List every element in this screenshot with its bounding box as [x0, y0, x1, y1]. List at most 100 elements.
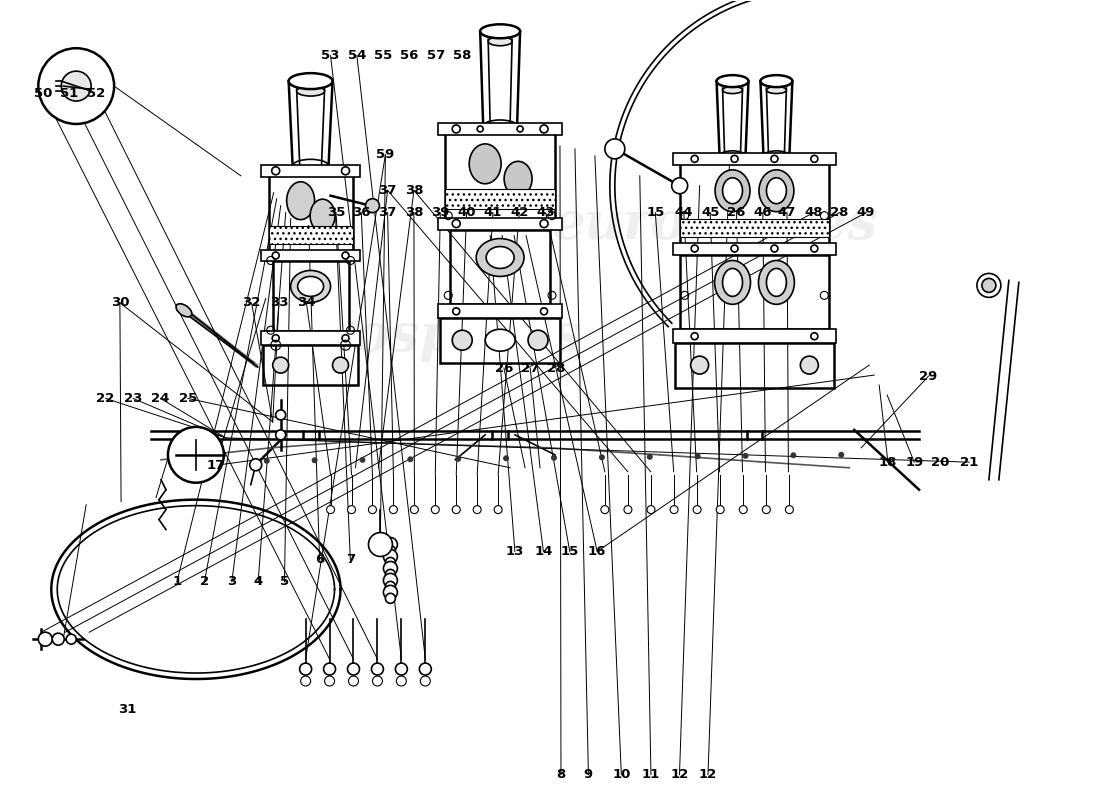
Text: 36: 36	[352, 206, 371, 219]
Text: 15: 15	[646, 206, 664, 219]
Circle shape	[624, 506, 631, 514]
Circle shape	[977, 274, 1001, 298]
Ellipse shape	[760, 75, 792, 87]
Circle shape	[452, 506, 460, 514]
Ellipse shape	[767, 86, 786, 94]
Bar	[261, 250, 361, 262]
Bar	[438, 123, 562, 135]
Text: 58: 58	[453, 49, 472, 62]
Text: 31: 31	[119, 703, 136, 716]
Text: 4: 4	[253, 575, 263, 588]
Circle shape	[39, 48, 114, 124]
Ellipse shape	[759, 170, 794, 212]
Text: 25: 25	[179, 392, 197, 405]
Circle shape	[672, 178, 688, 194]
Bar	[261, 331, 361, 345]
Text: 53: 53	[321, 49, 340, 62]
Circle shape	[647, 454, 652, 459]
Text: 45: 45	[701, 206, 719, 219]
Text: 2: 2	[200, 575, 209, 588]
Circle shape	[691, 356, 708, 374]
Circle shape	[410, 506, 418, 514]
Bar	[680, 254, 829, 330]
Text: 12: 12	[670, 768, 689, 781]
Circle shape	[389, 506, 397, 514]
Circle shape	[323, 663, 336, 675]
Text: 40: 40	[458, 206, 476, 219]
Circle shape	[395, 663, 407, 675]
Bar	[268, 170, 352, 255]
Circle shape	[276, 410, 286, 420]
Circle shape	[551, 455, 557, 460]
Text: 16: 16	[588, 545, 606, 558]
Circle shape	[372, 663, 384, 675]
Circle shape	[455, 456, 461, 462]
Ellipse shape	[723, 86, 743, 94]
Ellipse shape	[767, 178, 786, 204]
Text: 44: 44	[674, 206, 693, 219]
Circle shape	[762, 506, 770, 514]
Text: 28: 28	[548, 362, 565, 374]
Circle shape	[332, 357, 349, 373]
Circle shape	[348, 663, 360, 675]
Circle shape	[385, 558, 395, 567]
Circle shape	[365, 198, 380, 213]
Circle shape	[62, 71, 91, 101]
Circle shape	[264, 458, 270, 463]
Ellipse shape	[290, 270, 331, 302]
Text: 38: 38	[405, 184, 424, 197]
Circle shape	[504, 456, 508, 461]
Circle shape	[324, 676, 334, 686]
Ellipse shape	[476, 238, 524, 277]
Text: eurospares: eurospares	[255, 310, 582, 362]
Text: 5: 5	[279, 575, 289, 588]
Bar	[673, 153, 836, 165]
Text: 24: 24	[152, 392, 169, 405]
Ellipse shape	[288, 73, 332, 89]
Circle shape	[300, 676, 310, 686]
Circle shape	[53, 633, 64, 645]
Circle shape	[695, 454, 700, 458]
Text: 56: 56	[400, 49, 419, 62]
Text: 9: 9	[584, 768, 593, 781]
Circle shape	[384, 538, 397, 551]
Circle shape	[647, 506, 654, 514]
Bar	[450, 230, 550, 304]
Circle shape	[368, 506, 376, 514]
Circle shape	[670, 506, 678, 514]
Text: 20: 20	[932, 456, 949, 469]
Text: 15: 15	[561, 545, 579, 558]
Ellipse shape	[297, 86, 324, 96]
Text: 43: 43	[537, 206, 554, 219]
Ellipse shape	[723, 269, 743, 296]
Ellipse shape	[716, 75, 748, 87]
Circle shape	[739, 506, 747, 514]
Ellipse shape	[310, 199, 336, 232]
Bar	[680, 159, 829, 249]
Text: 50: 50	[34, 86, 53, 99]
Circle shape	[168, 427, 223, 482]
Circle shape	[396, 676, 406, 686]
Circle shape	[408, 457, 412, 462]
Circle shape	[600, 455, 604, 460]
Bar	[438, 218, 562, 230]
Text: 37: 37	[378, 184, 397, 197]
Text: 12: 12	[698, 768, 717, 781]
Text: 55: 55	[374, 49, 393, 62]
Ellipse shape	[176, 304, 191, 317]
Text: 30: 30	[111, 296, 129, 310]
Text: 41: 41	[484, 206, 502, 219]
Text: 23: 23	[124, 392, 142, 405]
Text: 7: 7	[345, 553, 355, 566]
Text: 48: 48	[804, 206, 823, 219]
Text: 21: 21	[960, 456, 978, 469]
Circle shape	[168, 459, 174, 464]
Text: 26: 26	[495, 362, 513, 374]
Bar	[680, 218, 829, 237]
Bar	[273, 262, 349, 331]
Text: 33: 33	[270, 296, 288, 310]
Circle shape	[605, 139, 625, 159]
Text: 13: 13	[506, 545, 524, 558]
Circle shape	[601, 506, 609, 514]
Circle shape	[693, 506, 701, 514]
